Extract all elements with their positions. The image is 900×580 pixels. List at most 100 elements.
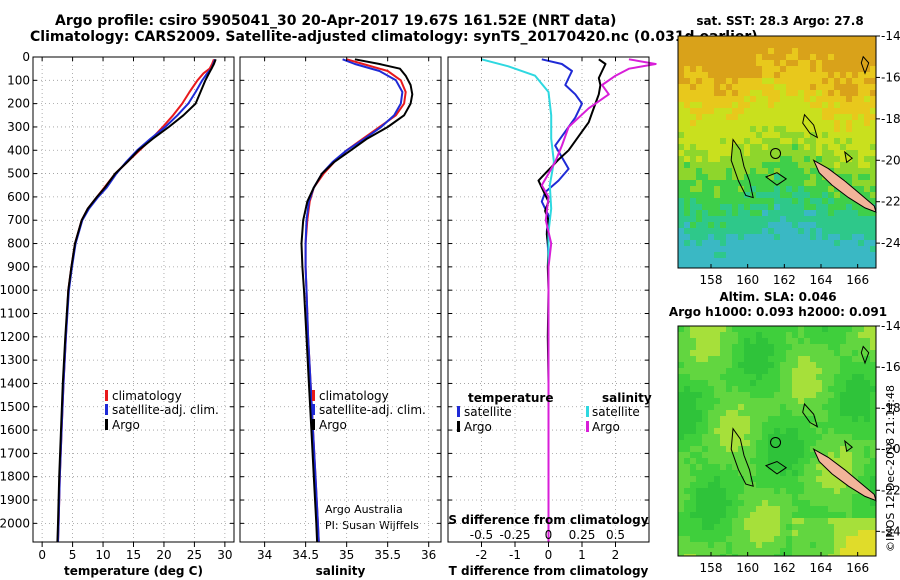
- map-cell: [714, 380, 720, 386]
- map-cell: [678, 332, 684, 338]
- map-cell: [744, 78, 750, 84]
- map-cell: [744, 186, 750, 192]
- map-cell: [714, 96, 720, 102]
- map-cell: [822, 42, 828, 48]
- map-cell: [732, 174, 738, 180]
- map-cell: [822, 326, 828, 332]
- legend-label-sal-sal_satellite: satellite: [592, 405, 640, 419]
- map-cell: [708, 126, 714, 132]
- map-cell: [708, 380, 714, 386]
- map-cell: [852, 506, 858, 512]
- map-cell: [738, 174, 744, 180]
- map-cell: [774, 518, 780, 524]
- map-cell: [702, 102, 708, 108]
- map-cell: [756, 174, 762, 180]
- map-cell: [858, 362, 864, 368]
- map-cell: [690, 404, 696, 410]
- map-cell: [870, 144, 876, 150]
- map-cell: [822, 524, 828, 530]
- map-cell: [738, 554, 744, 556]
- map-cell: [846, 374, 852, 380]
- map-cell: [738, 192, 744, 198]
- map-cell: [744, 162, 750, 168]
- map-cell: [822, 240, 828, 246]
- map-cell: [690, 210, 696, 216]
- map-cell: [804, 446, 810, 452]
- map-cell: [822, 216, 828, 222]
- map-cell: [870, 210, 876, 216]
- map-cell: [810, 356, 816, 362]
- map-cell: [750, 548, 756, 554]
- map-cell: [708, 54, 714, 60]
- map-cell: [792, 404, 798, 410]
- map-cell: [768, 338, 774, 344]
- map-cell: [696, 398, 702, 404]
- map-cell: [690, 392, 696, 398]
- map-cell: [690, 332, 696, 338]
- map-cell: [708, 392, 714, 398]
- map-cell: [762, 554, 768, 556]
- map-cell: [858, 90, 864, 96]
- map-cell: [774, 380, 780, 386]
- map-cell: [834, 332, 840, 338]
- map-cell: [798, 350, 804, 356]
- map-cell: [786, 512, 792, 518]
- map-cell: [702, 536, 708, 542]
- map-cell: [732, 344, 738, 350]
- map-cell: [822, 542, 828, 548]
- map-cell: [768, 66, 774, 72]
- map-cell: [774, 222, 780, 228]
- map-cell: [852, 428, 858, 434]
- map-cell: [708, 416, 714, 422]
- map-cell: [864, 416, 870, 422]
- map-cell: [684, 428, 690, 434]
- map-cell: [708, 482, 714, 488]
- map-cell: [690, 416, 696, 422]
- map-cell: [750, 114, 756, 120]
- map-cell: [702, 482, 708, 488]
- map-cell: [690, 488, 696, 494]
- map-cell: [774, 84, 780, 90]
- map-cell: [846, 494, 852, 500]
- map-cell: [678, 96, 684, 102]
- map-cell: [768, 126, 774, 132]
- map-cell: [756, 494, 762, 500]
- map-cell: [708, 96, 714, 102]
- map-cell: [816, 344, 822, 350]
- map-cell: [780, 168, 786, 174]
- map-cell: [732, 210, 738, 216]
- map-cell: [822, 536, 828, 542]
- map-cell: [702, 54, 708, 60]
- map-cell: [870, 216, 876, 222]
- map-cell: [774, 374, 780, 380]
- map-cell: [756, 506, 762, 512]
- map-cell: [828, 554, 834, 556]
- map-cell: [678, 222, 684, 228]
- map-cell: [792, 252, 798, 258]
- map-cell: [690, 464, 696, 470]
- map-cell: [816, 132, 822, 138]
- map-cell: [804, 252, 810, 258]
- map-cell: [834, 392, 840, 398]
- map-cell: [744, 258, 750, 264]
- map-cell: [816, 42, 822, 48]
- map-cell: [690, 126, 696, 132]
- map-cell: [726, 380, 732, 386]
- map-cell: [714, 530, 720, 536]
- map-cell: [822, 252, 828, 258]
- map-cell: [816, 548, 822, 554]
- map-cell: [834, 548, 840, 554]
- map-cell: [858, 138, 864, 144]
- map-cell: [816, 404, 822, 410]
- map-cell: [744, 368, 750, 374]
- map-cell: [828, 506, 834, 512]
- map-cell: [744, 518, 750, 524]
- map-cell: [834, 222, 840, 228]
- map-cell: [864, 368, 870, 374]
- map-cell: [840, 548, 846, 554]
- map-cell: [732, 144, 738, 150]
- map-cell: [822, 162, 828, 168]
- map-cell: [834, 344, 840, 350]
- map-cell: [810, 126, 816, 132]
- map-cell: [768, 500, 774, 506]
